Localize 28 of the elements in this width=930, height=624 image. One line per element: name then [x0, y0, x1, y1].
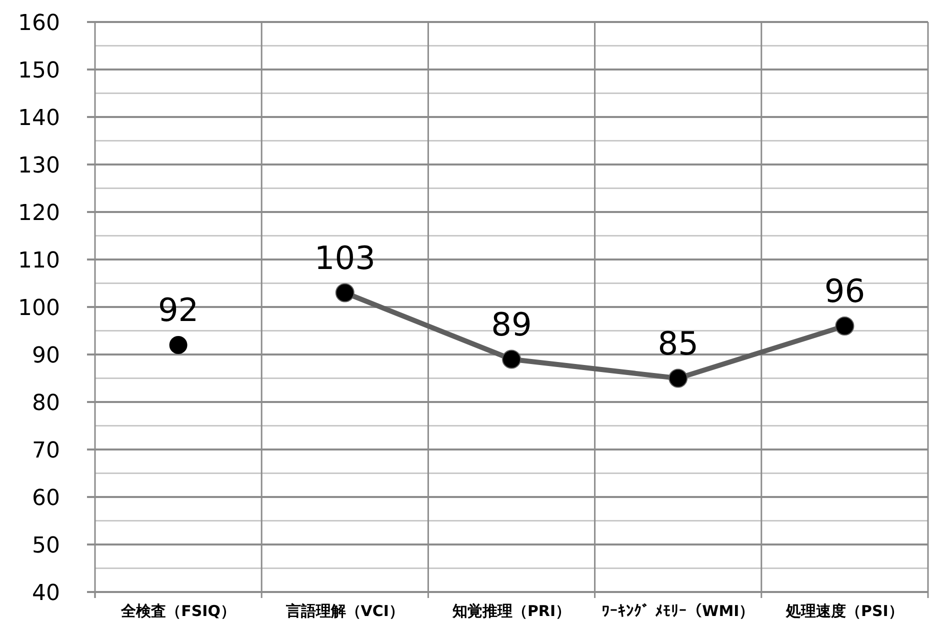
x-tick-label: 処理速度（PSI）	[785, 602, 904, 620]
data-label: 92	[158, 291, 199, 329]
data-label: 85	[658, 324, 698, 362]
x-tick-label: 言語理解（VCI）	[284, 602, 404, 620]
x-tick-label: 全検査（FSIQ）	[120, 602, 236, 620]
data-label: 96	[824, 272, 866, 310]
y-tick-label: 150	[18, 58, 60, 84]
y-tick-label: 80	[32, 391, 60, 416]
data-label: 103	[314, 238, 376, 277]
point	[502, 350, 521, 369]
y-tick-label: 140	[18, 106, 60, 131]
point	[169, 336, 188, 354]
point	[335, 283, 354, 302]
y-tick-label: 90	[32, 344, 60, 368]
y-tick-label: 50	[32, 534, 60, 558]
y-tick-label: 160	[18, 11, 60, 36]
y-tick-label: 110	[18, 248, 60, 274]
point	[668, 368, 688, 388]
x-tick-label: 知覚推理（PRI）	[451, 602, 571, 620]
x-tick-label: ﾜｰｷﾝｸﾞ ﾒﾓﾘｰ（WMI）	[602, 602, 754, 620]
y-tick-label: 60	[32, 486, 60, 511]
y-tick-label: 40	[32, 581, 60, 606]
point	[835, 316, 854, 336]
data-label: 89	[491, 305, 532, 344]
y-tick-label: 130	[18, 154, 60, 178]
y-tick-label: 120	[18, 201, 60, 226]
y-tick-label: 70	[32, 438, 60, 464]
y-tick-label: 100	[18, 296, 60, 321]
